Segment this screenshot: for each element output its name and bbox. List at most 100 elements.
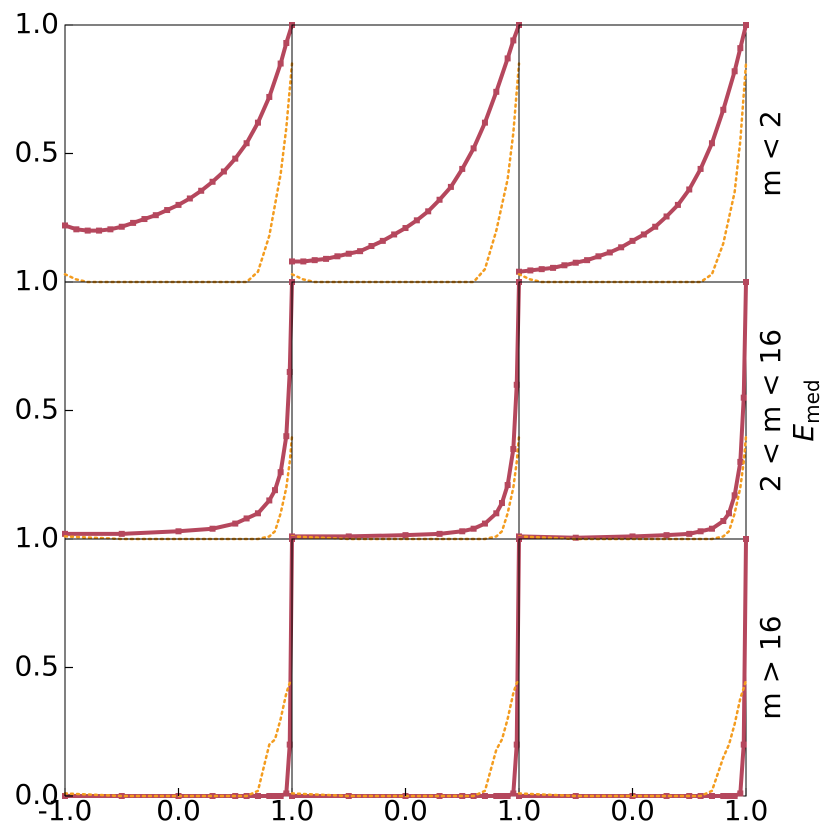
- marker: [232, 520, 239, 527]
- marker: [368, 243, 375, 250]
- marker: [686, 186, 693, 193]
- marker: [606, 249, 613, 256]
- row-label: m > 16: [754, 615, 787, 719]
- marker: [725, 793, 732, 799]
- marker: [286, 741, 293, 748]
- marker: [737, 790, 744, 797]
- marker: [277, 469, 284, 476]
- marker: [391, 231, 398, 238]
- row-label: m < 2: [754, 110, 787, 196]
- marker: [498, 500, 505, 507]
- marker: [737, 45, 744, 52]
- marker: [516, 268, 522, 275]
- marker: [345, 533, 352, 540]
- marker: [725, 510, 732, 517]
- x-tick-label: 1.0: [724, 794, 769, 827]
- marker: [504, 793, 511, 799]
- dotted-line: [517, 62, 748, 284]
- marker: [286, 368, 293, 375]
- marker: [232, 155, 239, 162]
- marker: [271, 793, 278, 799]
- panel-frame: [291, 538, 520, 797]
- marker: [266, 497, 273, 504]
- marker: [708, 140, 715, 147]
- marker: [209, 178, 216, 185]
- x-tick-label: 0.0: [610, 794, 655, 827]
- marker: [510, 446, 517, 453]
- marker: [708, 525, 715, 532]
- marker: [527, 267, 534, 274]
- marker: [493, 510, 500, 517]
- marker: [266, 93, 273, 100]
- marker: [595, 253, 602, 260]
- marker: [493, 793, 500, 799]
- marker: [271, 487, 278, 494]
- solid-line: [290, 537, 521, 798]
- marker: [629, 533, 636, 540]
- marker: [243, 515, 250, 522]
- marker: [481, 793, 488, 799]
- marker: [266, 793, 273, 799]
- marker: [107, 226, 114, 233]
- dotted-line: [290, 679, 521, 798]
- marker: [720, 106, 727, 113]
- marker: [629, 237, 636, 244]
- marker: [141, 216, 148, 223]
- solid-line: [63, 23, 294, 233]
- marker: [459, 165, 466, 172]
- marker: [283, 790, 290, 797]
- x-tick-label: 0.0: [156, 794, 201, 827]
- solid-line: [63, 280, 294, 536]
- marker: [720, 518, 727, 525]
- y-tick-label: 1.0: [14, 521, 59, 554]
- dotted-line: [517, 434, 748, 541]
- marker: [152, 212, 159, 219]
- marker: [481, 520, 488, 527]
- marker: [186, 195, 193, 202]
- dotted-line: [63, 434, 294, 541]
- marker: [737, 458, 744, 465]
- marker: [720, 793, 727, 799]
- y-tick-label: 0.0: [14, 778, 59, 811]
- marker: [743, 279, 749, 285]
- marker: [175, 528, 182, 535]
- marker: [130, 219, 137, 226]
- marker: [402, 225, 409, 232]
- marker: [663, 213, 670, 220]
- marker: [357, 248, 364, 255]
- marker: [243, 140, 250, 147]
- marker: [731, 68, 738, 75]
- marker: [62, 222, 68, 229]
- panel-frame: [291, 24, 520, 283]
- marker: [283, 433, 290, 440]
- panel-frame: [64, 281, 293, 540]
- y-tick-label: 1.0: [14, 264, 59, 297]
- marker: [743, 22, 749, 28]
- marker: [334, 253, 341, 260]
- solid-line: [290, 23, 521, 264]
- marker: [510, 790, 517, 797]
- y-tick-label: 0.5: [14, 136, 59, 169]
- marker: [62, 530, 68, 537]
- marker: [498, 793, 505, 799]
- marker: [254, 510, 261, 517]
- marker: [209, 793, 216, 799]
- y-tick-label: 1.0: [14, 7, 59, 40]
- marker: [379, 237, 386, 244]
- marker: [254, 793, 261, 799]
- marker: [283, 39, 290, 46]
- marker: [220, 168, 227, 175]
- marker: [459, 528, 466, 535]
- marker: [663, 793, 670, 799]
- marker: [311, 257, 318, 264]
- marker: [470, 145, 477, 152]
- marker: [425, 208, 432, 215]
- marker: [493, 88, 500, 95]
- marker: [413, 217, 420, 224]
- marker: [640, 231, 647, 238]
- marker: [118, 530, 125, 537]
- x-tick-label: 1.0: [270, 794, 315, 827]
- x-tick-label: -1.0: [38, 794, 93, 827]
- solid-line: [517, 23, 748, 274]
- dotted-line: [290, 62, 521, 284]
